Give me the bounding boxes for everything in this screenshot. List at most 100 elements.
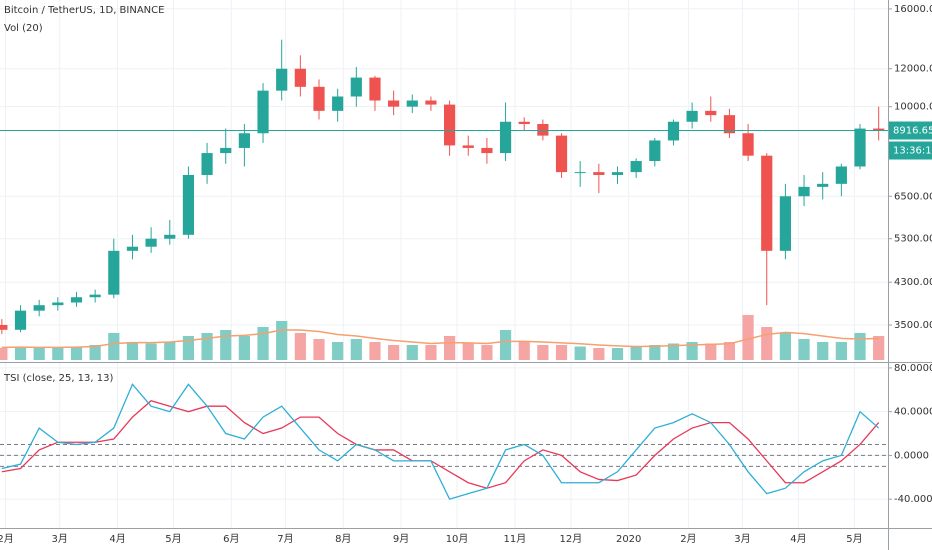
- x-tick-label: 5月: [846, 533, 862, 545]
- x-tick-label: 3月: [52, 533, 68, 545]
- volume-bar: [835, 342, 847, 360]
- volume-bar: [779, 333, 791, 360]
- volume-bar: [593, 348, 605, 360]
- last-price-box: [889, 121, 932, 140]
- y2-tick-label: 40.0000: [894, 407, 932, 418]
- y-tick-label: 3500.00: [894, 320, 932, 331]
- x-tick-label: 4月: [790, 533, 806, 545]
- candle-body: [649, 140, 661, 162]
- volume-bar: [555, 345, 568, 360]
- y-tick-label: 4300.00: [894, 277, 932, 288]
- volume-bar: [220, 330, 232, 360]
- candle-body: [182, 174, 195, 235]
- y2-tick-label: -40.0000: [894, 494, 932, 505]
- last-price-label: 8916.65: [893, 126, 932, 137]
- y-tick-label: 6500.00: [894, 191, 932, 202]
- candle-body: [723, 115, 736, 134]
- candle-body: [89, 294, 101, 298]
- volume-bar: [257, 327, 269, 360]
- candle-body: [126, 246, 139, 251]
- candle-body: [332, 96, 344, 111]
- countdown-box: [889, 141, 932, 160]
- volume-bar: [425, 345, 437, 360]
- volume-bar: [481, 345, 493, 360]
- candle-body: [742, 133, 754, 156]
- volume-bar: [705, 343, 717, 360]
- x-tick-label: 11月: [504, 533, 527, 545]
- candle-body: [0, 325, 8, 330]
- candle-body: [369, 77, 381, 101]
- volume-bar: [238, 336, 250, 360]
- candle-body: [817, 183, 829, 187]
- y2-tick-label: 80.0000: [894, 363, 932, 374]
- candle-body: [350, 77, 362, 97]
- volume-bar: [537, 345, 549, 360]
- volume-title: Vol (20): [4, 23, 43, 34]
- volume-bar: [52, 347, 64, 360]
- x-tick-label: 2月: [0, 533, 14, 545]
- volume-bar: [742, 315, 754, 360]
- volume-bar: [723, 342, 736, 360]
- candle-body: [257, 90, 269, 134]
- x-tick-label: 4月: [109, 533, 125, 545]
- volume-bar: [294, 333, 306, 360]
- y-tick-label: 16000.00: [894, 4, 932, 15]
- y-tick-label: 12000.00: [894, 64, 932, 75]
- candle-body: [145, 238, 157, 247]
- candle-body: [238, 133, 250, 148]
- candle-body: [14, 310, 27, 330]
- candle-body: [388, 100, 400, 107]
- volume-bar: [14, 346, 27, 360]
- candle-body: [220, 147, 232, 154]
- x-tick-label: 12月: [559, 533, 582, 545]
- volume-bar: [798, 339, 810, 360]
- volume-bar: [145, 343, 157, 360]
- volume-bar: [164, 342, 176, 360]
- volume-bar: [369, 342, 381, 360]
- volume-bar: [406, 345, 418, 360]
- candle-body: [52, 302, 64, 306]
- candle-body: [70, 297, 83, 303]
- candle-body: [406, 100, 418, 107]
- candle-body: [164, 234, 176, 239]
- volume-bar: [499, 330, 512, 360]
- plot: [0, 0, 888, 528]
- volume-bar: [854, 333, 866, 360]
- volume-bar: [388, 345, 400, 360]
- candle-body: [481, 147, 493, 154]
- candle-body: [611, 172, 624, 175]
- volume-bar: [649, 345, 661, 360]
- x-tick-label: 7月: [277, 533, 293, 545]
- tsi-line: [1, 383, 880, 500]
- candle-body: [835, 166, 847, 184]
- candle-body: [108, 250, 120, 295]
- candle-body: [313, 86, 325, 111]
- volume-bar: [108, 333, 120, 360]
- countdown-label: 13:36:17: [893, 146, 932, 157]
- candle-body: [425, 100, 437, 105]
- volume-bar: [182, 336, 195, 360]
- candle-body: [537, 124, 549, 136]
- candle-body: [518, 121, 530, 125]
- volume-bar: [70, 346, 83, 360]
- volume-bar: [89, 345, 101, 360]
- candle-body: [630, 161, 642, 173]
- candle-body: [444, 104, 456, 146]
- volume-bar: [126, 342, 139, 360]
- candle-body: [593, 172, 605, 175]
- volume-bar: [313, 339, 325, 360]
- candle-body: [462, 145, 474, 148]
- volume-bar: [201, 333, 213, 360]
- chart-title: Bitcoin / TetherUS, 1D, BINANCE: [4, 5, 164, 16]
- volume-bar: [350, 339, 362, 360]
- volume-bar: [686, 342, 698, 360]
- x-tick-label: 5月: [165, 533, 181, 545]
- x-tick-label: 9月: [393, 533, 409, 545]
- x-tick-label: 2020: [616, 534, 641, 545]
- candle-body: [201, 153, 213, 175]
- x-tick-label: 8月: [335, 533, 351, 545]
- candle-body: [705, 110, 717, 116]
- tsi-title: TSI (close, 25, 13, 13): [3, 373, 113, 384]
